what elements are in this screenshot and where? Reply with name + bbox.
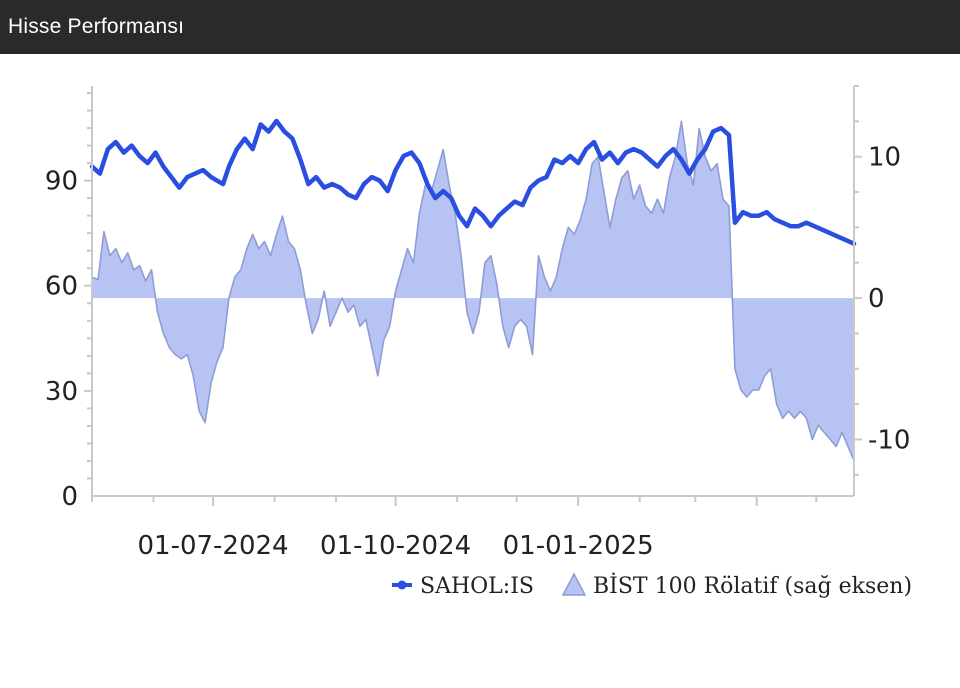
right-tick-label: 0 [868, 284, 885, 314]
legend-label-bist: BİST 100 Rölatif (sağ eksen) [593, 572, 912, 599]
relative-area-fill [92, 121, 854, 461]
relative-area-layer [91, 120, 855, 462]
x-tick-label: 01-01-2025 [503, 531, 654, 561]
x-tick-label: 01-10-2024 [320, 531, 471, 561]
relative-area-line [91, 120, 855, 462]
sahol-price-line [89, 118, 857, 246]
right-tick-label: 10 [868, 143, 901, 173]
legend: SAHOL:IS BİST 100 Rölatif (sağ eksen) [392, 572, 912, 599]
legend-area-swatch [561, 572, 587, 596]
legend-line-marker [397, 580, 407, 590]
left-tick-label: 60 [45, 272, 78, 302]
left-tick-label: 90 [45, 167, 78, 197]
header-bar: Hisse Performansı [0, 0, 960, 54]
right-tick-label: -10 [868, 425, 910, 455]
axes-layer: 0 30 60 90 -10 0 10 01-07-2024 01-10-2024 01-01-2… [45, 85, 910, 561]
price-line-layer [89, 118, 857, 246]
x-tick-label: 01-07-2024 [137, 531, 288, 561]
header-title: Hisse Performansı [8, 15, 185, 38]
left-tick-label: 0 [61, 482, 78, 512]
left-tick-label: 30 [45, 377, 78, 407]
legend-label-sahol: SAHOL:IS [420, 574, 534, 599]
performance-chart: 0 30 60 90 -10 0 10 01-07-2024 01-10-2024 01-01-2… [45, 85, 912, 599]
